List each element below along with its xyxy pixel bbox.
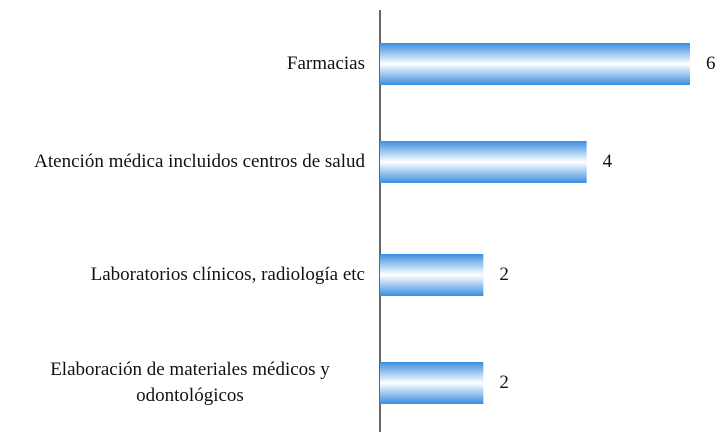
category-label-box: Farmacias xyxy=(0,51,365,77)
bar xyxy=(380,141,587,183)
value-label: 6 xyxy=(706,53,716,74)
value-label: 2 xyxy=(499,264,509,285)
category-label: Farmacias xyxy=(286,53,365,74)
value-label: 4 xyxy=(602,151,613,172)
bar xyxy=(380,362,484,404)
category-label: Atención médica incluidos centros de sal… xyxy=(34,151,365,172)
category-label: Elaboración de materiales médicos y odon… xyxy=(50,359,330,406)
bar xyxy=(380,254,484,296)
category-label-box: Atención médica incluidos centros de sal… xyxy=(0,149,365,175)
bar xyxy=(380,43,690,85)
category-label-box: Laboratorios clínicos, radiología etc xyxy=(0,262,365,288)
value-label: 2 xyxy=(499,372,509,393)
category-label-box: Elaboración de materiales médicos y odon… xyxy=(0,357,365,409)
category-label: Laboratorios clínicos, radiología etc xyxy=(90,264,365,285)
